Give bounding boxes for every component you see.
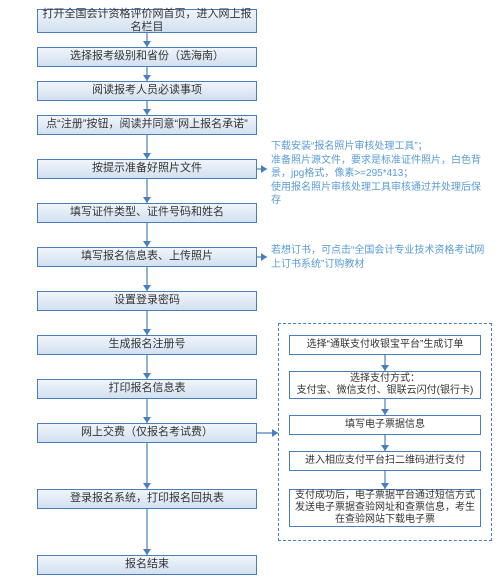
sub-flow-node-s5: 支付成功后，电子票据平台通过短信方式发送电子票据查验网址和查票信息，考生在查验网…	[289, 489, 481, 527]
flow-node-n6: 填写证件类型、证件号码和姓名	[37, 203, 257, 223]
note-note1: 下载安装“报名照片审核处理工具”； 准备照片源文件，要求是标准证件照片，白色背景…	[267, 137, 493, 211]
flow-node-n13: 报名结束	[37, 555, 257, 575]
flow-node-n4: 点“注册”按钮，阅读并同意“网上报名承诺”	[37, 115, 257, 135]
flow-node-n5: 按提示准备好照片文件	[37, 159, 257, 179]
sub-flow-node-s4: 进入相应支付平台扫二维码进行支付	[289, 451, 481, 471]
flow-node-n2: 选择报考级别和省份（选海南）	[37, 47, 257, 67]
flow-node-n7: 填写报名信息表、上传照片	[37, 247, 257, 267]
sub-flow-node-s1: 选择“通联支付收银宝平台”生成订单	[289, 335, 481, 355]
flow-node-n12: 登录报名系统，打印报名回执表	[37, 489, 257, 509]
sub-flow-node-s2: 选择支付方式： 支付宝、微信支付、银联云闪付(银行卡)	[289, 371, 481, 399]
flowchart-diagram: 打开全国会计资格评价网首页，进入网上报名栏目选择报考级别和省份（选海南） 阅读报考…	[5, 5, 495, 579]
flow-node-n11: 网上交费（仅报名考试费）	[37, 423, 257, 443]
note-note2: 若想订书，可点击“全国会计专业技术资格考试网上订书系统”订购教材	[267, 241, 493, 274]
flow-node-n1: 打开全国会计资格评价网首页，进入网上报名栏目	[37, 9, 257, 33]
sub-flow-node-s3: 填写电子票据信息	[289, 415, 481, 435]
flow-node-n8: 设置登录密码	[37, 291, 257, 311]
flow-node-n9: 生成报名注册号	[37, 335, 257, 355]
flow-node-n10: 打印报名信息表	[37, 379, 257, 399]
flow-node-n3: 阅读报考人员必读事项	[37, 81, 257, 101]
